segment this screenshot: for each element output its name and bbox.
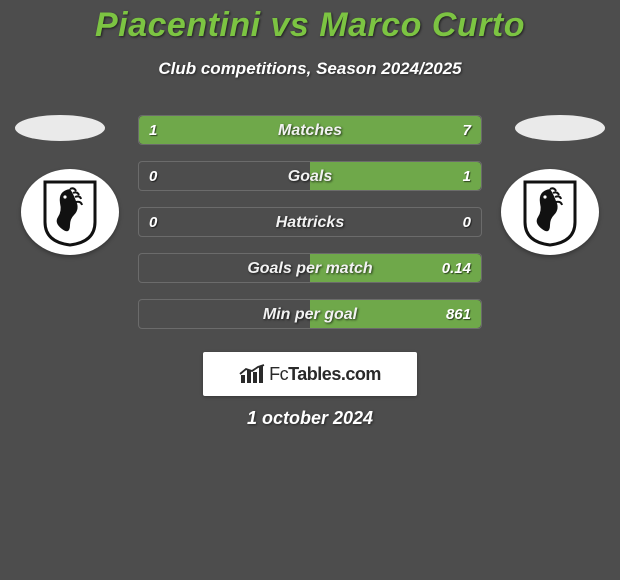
bar-chart-icon — [239, 363, 265, 385]
page-title: Piacentini vs Marco Curto — [0, 0, 620, 45]
stat-label: Goals per match — [139, 254, 481, 283]
brand-text: FcTables.com — [269, 364, 381, 385]
stat-row-goals: 0 Goals 1 — [138, 161, 482, 191]
page-subtitle: Club competitions, Season 2024/2025 — [0, 59, 620, 79]
stat-row-matches: 1 Matches 7 — [138, 115, 482, 145]
stat-row-min-per-goal: Min per goal 861 — [138, 299, 482, 329]
stat-row-hattricks: 0 Hattricks 0 — [138, 207, 482, 237]
date-text: 1 october 2024 — [0, 408, 620, 429]
stat-value-right: 1 — [453, 162, 481, 191]
stat-label: Hattricks — [139, 208, 481, 237]
brand-box: FcTables.com — [203, 352, 417, 396]
shield-seahorse-icon — [520, 177, 580, 247]
flag-left — [15, 115, 105, 141]
stat-value-right: 0 — [453, 208, 481, 237]
team-crest-left — [21, 169, 119, 255]
flag-right — [515, 115, 605, 141]
stat-value-right: 861 — [436, 300, 481, 329]
stat-label: Goals — [139, 162, 481, 191]
stat-value-right: 0.14 — [432, 254, 481, 283]
stat-label: Min per goal — [139, 300, 481, 329]
shield-seahorse-icon — [40, 177, 100, 247]
comparison-content: 1 Matches 7 0 Goals 1 0 Hattricks 0 — [0, 115, 620, 355]
stat-value-right: 7 — [453, 116, 481, 145]
stat-label: Matches — [139, 116, 481, 145]
team-crest-right — [501, 169, 599, 255]
stat-row-goals-per-match: Goals per match 0.14 — [138, 253, 482, 283]
stat-bars: 1 Matches 7 0 Goals 1 0 Hattricks 0 — [138, 115, 482, 345]
